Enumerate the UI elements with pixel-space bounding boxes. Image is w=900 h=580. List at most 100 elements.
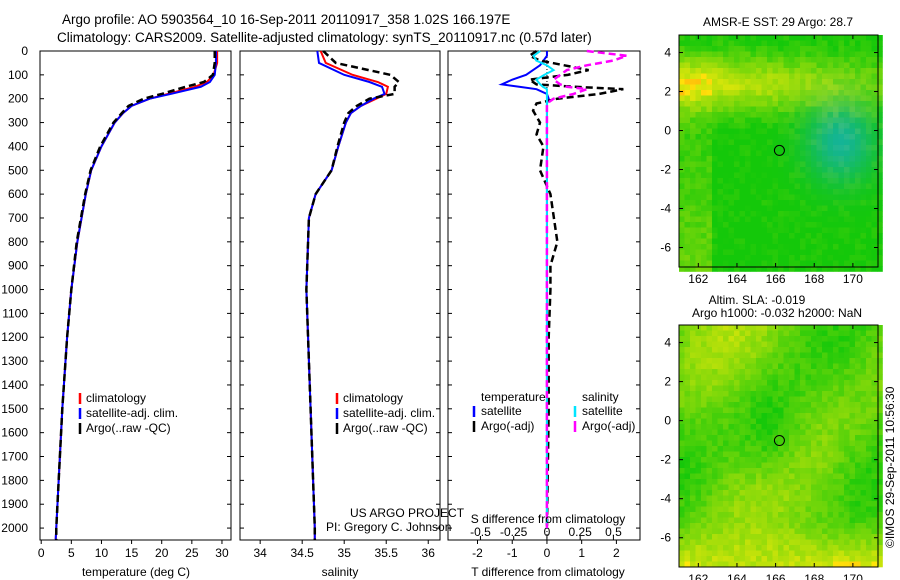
map-cell [783,446,790,452]
map-cell [811,501,817,507]
map-cell [734,95,740,102]
map-cell [860,539,867,546]
map-cell [745,90,751,96]
map-cell [745,325,751,331]
map-cell [767,413,773,419]
map-cell [871,539,878,546]
map-cell [772,117,779,124]
map-cell [712,479,718,485]
map-cell [695,46,702,52]
map-cell [745,457,751,463]
map-cell [750,79,757,85]
map-cell [855,205,861,212]
x-tick-label: 15 [125,546,139,560]
y-tick-label: 1200 [1,330,28,344]
map-cell [717,369,724,375]
map-cell [794,528,801,535]
map-cell [695,396,702,403]
map-cell [695,211,702,217]
map-cell [833,46,839,52]
map-cell [706,106,713,113]
map-cell [789,106,795,113]
map-cell [761,446,768,452]
map-cell [761,418,768,425]
map-cell [739,183,746,190]
map-cell [827,451,834,458]
map-cell [849,57,856,63]
map-cell [805,40,812,47]
map-cell [838,545,845,551]
map-cell [679,490,685,496]
map-cell [679,380,685,386]
map-cell [877,358,883,364]
map-cell [855,396,861,403]
map-cell [822,233,828,239]
map-cell [844,68,850,74]
map-cell [844,545,850,551]
map-cell [723,451,729,458]
map-cell [706,183,713,190]
legend-label: climatology [86,391,146,405]
map-cell [860,172,867,179]
map-cell [827,106,834,113]
map-cell [778,238,784,245]
map-cell [866,255,872,261]
map-cell [706,413,713,419]
map-cell [684,101,691,107]
map-cell [745,561,751,568]
map-cell [789,266,795,272]
map-cell [805,84,812,91]
map-cell [794,90,801,96]
map-cell [728,57,735,63]
map-cell [838,84,845,91]
map-cell [756,255,762,261]
map-cell [783,347,790,353]
map-cell [849,358,856,364]
map-cell [756,200,762,206]
map-cell [811,172,817,179]
map-cell [761,369,768,375]
map-cell [844,413,850,419]
map-cell [789,495,795,502]
map-cell [877,40,883,47]
y-tick-label: 700 [8,211,28,225]
map-cell [849,413,856,419]
map-cell [816,391,823,397]
map-cell [778,396,784,403]
map-cell [739,561,746,568]
map-cell [833,266,839,272]
map-cell [800,183,806,190]
map-cell [679,189,685,195]
map-cell [679,57,685,63]
map-cell [871,358,878,364]
map-cell [706,90,713,96]
map-cell [706,238,713,245]
map-cell [860,260,867,267]
map-cell [800,266,806,272]
map-cell [866,79,872,85]
map-cell [684,512,691,518]
map-cell [723,539,729,546]
map-cell [822,539,828,546]
map-cell [767,260,773,267]
figure-title-line2: Climatology: CARS2009. Satellite-adjuste… [57,30,592,45]
map-cell [877,347,883,353]
map-cell [794,440,801,447]
map-cell [712,161,718,168]
map-cell [783,183,790,190]
map-cell [822,440,828,447]
map-cell [695,523,702,529]
sla-map-title-line2: Argo h1000: -0.032 h2000: NaN [692,306,862,320]
map-cell [728,495,735,502]
map-cell [794,123,801,129]
map-cell [844,101,850,107]
map-cell [701,249,707,256]
map-cell [712,528,718,535]
map-cell [728,446,735,452]
map-cell [767,352,773,359]
map-cell [794,539,801,546]
map-cell [712,150,718,157]
map-cell [723,550,729,557]
map-cell [789,484,795,491]
map-cell [789,161,795,168]
